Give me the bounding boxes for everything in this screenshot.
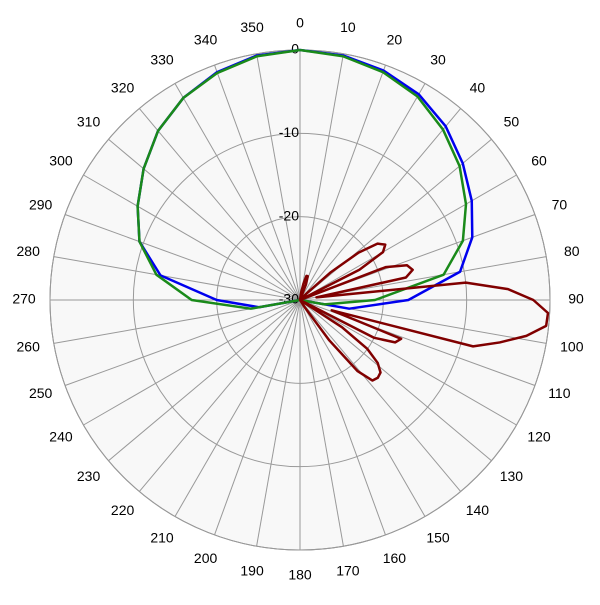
spoke-grid-line (83, 174, 301, 301)
spoke-grid-line (299, 299, 426, 517)
spoke-grid-line (299, 53, 344, 301)
angle-tick-label: 270 (12, 291, 36, 307)
angle-tick-label: 170 (336, 563, 360, 579)
angle-tick-label: 220 (111, 502, 135, 518)
angle-tick-label: 210 (150, 530, 174, 546)
angle-tick-label: 140 (466, 502, 490, 518)
spoke-grid-line (299, 299, 517, 426)
spoke-grid-line (299, 83, 426, 301)
angle-tick-label: 150 (426, 530, 450, 546)
angle-tick-label: 190 (240, 563, 264, 579)
angle-tick-label: 60 (531, 153, 547, 169)
spoke-grid-line (299, 299, 492, 462)
angle-tick-label: 70 (552, 196, 568, 212)
spoke-grid-line (299, 299, 344, 547)
angle-tick-label: 350 (240, 19, 264, 35)
spoke-grid-line (53, 256, 301, 301)
series-line (298, 242, 550, 382)
angle-tick-label: 240 (49, 429, 73, 445)
spoke-grid-line (256, 53, 301, 301)
angle-tick-label: 340 (194, 31, 218, 47)
angle-tick-label: 80 (564, 243, 580, 259)
angle-tick-label: 310 (77, 113, 101, 129)
angle-tick-label: 330 (150, 52, 174, 68)
spoke-grid-line (214, 299, 301, 536)
radial-tick-label: 0 (291, 41, 299, 57)
angle-tick-label: 120 (527, 429, 551, 445)
angle-tick-label: 300 (49, 153, 73, 169)
angle-tick-label: 100 (560, 339, 584, 355)
spoke-grid-line (256, 299, 301, 547)
angle-tick-label: 50 (504, 113, 520, 129)
angle-tick-label: 320 (111, 79, 135, 95)
spoke-grid-line (138, 108, 301, 301)
spoke-grid-line (299, 299, 386, 536)
angle-tick-label: 180 (288, 567, 312, 583)
spoke-grid-line (83, 299, 301, 426)
spoke-grid-line (299, 299, 462, 492)
spoke-grid-line (64, 214, 301, 301)
angle-tick-label: 130 (500, 468, 524, 484)
spoke-grid-line (174, 83, 301, 301)
angle-tick-label: 290 (29, 196, 53, 212)
angle-tick-label: 280 (17, 243, 41, 259)
angle-tick-label: 20 (387, 31, 403, 47)
spoke-grid-line (299, 174, 517, 301)
angle-tick-label: 230 (77, 468, 101, 484)
spoke-grid-line (214, 64, 301, 301)
spoke-grid-line (138, 299, 301, 492)
radial-tick-label: -20 (279, 207, 299, 223)
angle-tick-label: 0 (296, 15, 304, 31)
spoke-grid-line (64, 299, 301, 386)
spoke-grid-line (108, 299, 301, 462)
spoke-grid-line (108, 138, 301, 301)
angle-tick-label: 90 (568, 291, 584, 307)
angle-tick-label: 200 (194, 550, 218, 566)
angle-tick-label: 250 (29, 385, 53, 401)
spoke-grid-line (299, 64, 386, 301)
angle-tick-label: 10 (340, 19, 356, 35)
spoke-grid-line (174, 299, 301, 517)
angle-tick-label: 110 (548, 385, 571, 401)
ring-grid-line (132, 132, 468, 468)
spoke-grid-line (299, 108, 462, 301)
angle-tick-label: 160 (383, 550, 407, 566)
radial-tick-label: -10 (279, 124, 299, 140)
angle-tick-label: 260 (17, 339, 41, 355)
angle-tick-label: 30 (430, 52, 446, 68)
angle-tick-label: 40 (470, 79, 486, 95)
